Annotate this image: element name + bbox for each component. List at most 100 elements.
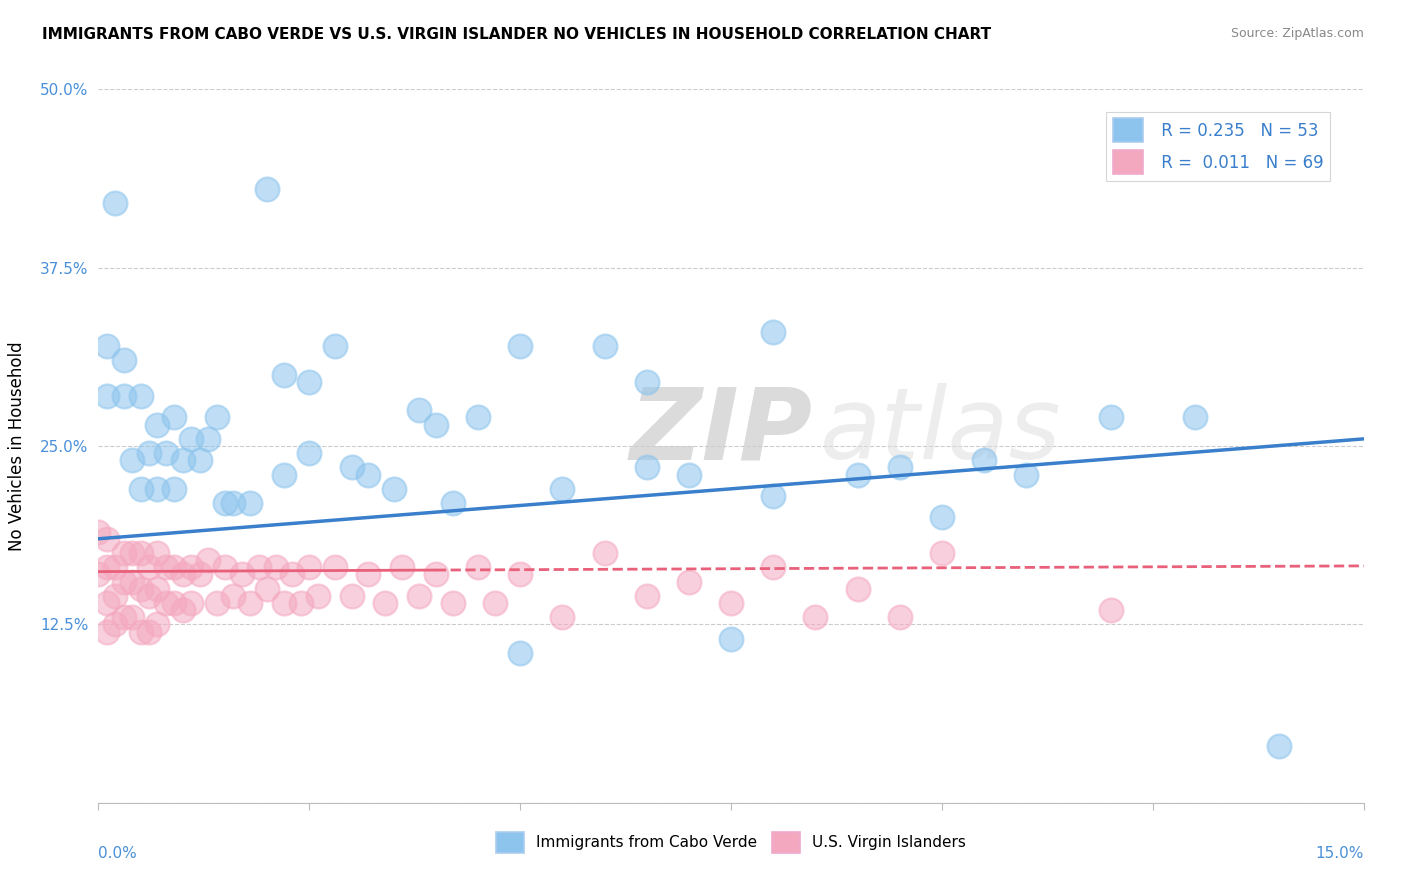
Point [273, 467, 295, 482]
Point [636, 460, 658, 475]
Point [467, 410, 489, 425]
Point [256, 582, 278, 596]
Point [180, 560, 202, 574]
Point [104, 560, 127, 574]
Point [146, 617, 169, 632]
Point [104, 617, 127, 632]
Point [1099, 410, 1122, 425]
Point [188, 567, 211, 582]
Text: ZIP: ZIP [630, 384, 813, 480]
Point [180, 432, 202, 446]
Point [408, 403, 430, 417]
Point [509, 646, 531, 660]
Point [121, 610, 143, 624]
Point [298, 446, 321, 460]
Point [87, 567, 110, 582]
Point [129, 624, 152, 639]
Point [155, 446, 177, 460]
Point [197, 432, 219, 446]
Text: IMMIGRANTS FROM CABO VERDE VS U.S. VIRGIN ISLANDER NO VEHICLES IN HOUSEHOLD CORR: IMMIGRANTS FROM CABO VERDE VS U.S. VIRGI… [42, 27, 991, 42]
Text: 0.0%: 0.0% [98, 846, 138, 861]
Point [138, 589, 160, 603]
Point [391, 560, 413, 574]
Y-axis label: No Vehicles in Household: No Vehicles in Household [8, 341, 27, 551]
Point [163, 410, 186, 425]
Point [720, 632, 742, 646]
Point [593, 546, 616, 560]
Point [121, 574, 143, 589]
Point [112, 546, 135, 560]
Point [762, 489, 785, 503]
Point [678, 467, 700, 482]
Point [762, 325, 785, 339]
Point [155, 596, 177, 610]
Point [340, 589, 363, 603]
Point [96, 532, 118, 546]
Point [146, 546, 169, 560]
Point [180, 596, 202, 610]
Point [163, 560, 186, 574]
Point [441, 496, 464, 510]
Point [205, 410, 228, 425]
Text: Source: ZipAtlas.com: Source: ZipAtlas.com [1230, 27, 1364, 40]
Point [155, 560, 177, 574]
Point [138, 560, 160, 574]
Point [509, 339, 531, 353]
Text: 15.0%: 15.0% [1316, 846, 1364, 861]
Point [129, 389, 152, 403]
Point [121, 546, 143, 560]
Point [112, 389, 135, 403]
Point [96, 389, 118, 403]
Point [112, 574, 135, 589]
Point [441, 596, 464, 610]
Point [357, 567, 380, 582]
Point [273, 596, 295, 610]
Point [636, 375, 658, 389]
Point [197, 553, 219, 567]
Point [172, 603, 194, 617]
Point [357, 467, 380, 482]
Point [104, 196, 127, 211]
Point [138, 624, 160, 639]
Point [484, 596, 506, 610]
Point [146, 417, 169, 432]
Point [889, 460, 911, 475]
Point [467, 560, 489, 574]
Point [172, 567, 194, 582]
Point [323, 560, 346, 574]
Point [1268, 739, 1291, 753]
Point [509, 567, 531, 582]
Point [804, 610, 827, 624]
Point [129, 482, 152, 496]
Point [678, 574, 700, 589]
Point [340, 460, 363, 475]
Point [323, 339, 346, 353]
Point [551, 482, 574, 496]
Point [146, 482, 169, 496]
Point [281, 567, 304, 582]
Point [290, 596, 312, 610]
Point [96, 596, 118, 610]
Point [87, 524, 110, 539]
Point [214, 560, 236, 574]
Point [214, 496, 236, 510]
Point [720, 596, 742, 610]
Point [121, 453, 143, 467]
Point [551, 610, 574, 624]
Point [973, 453, 995, 467]
Point [846, 582, 869, 596]
Point [172, 453, 194, 467]
Point [96, 560, 118, 574]
Point [382, 482, 405, 496]
Point [146, 582, 169, 596]
Point [222, 589, 245, 603]
Point [593, 339, 616, 353]
Point [846, 467, 869, 482]
Point [256, 182, 278, 196]
Point [636, 589, 658, 603]
Point [1015, 467, 1038, 482]
Point [112, 353, 135, 368]
Point [231, 567, 253, 582]
Point [96, 624, 118, 639]
Point [188, 453, 211, 467]
